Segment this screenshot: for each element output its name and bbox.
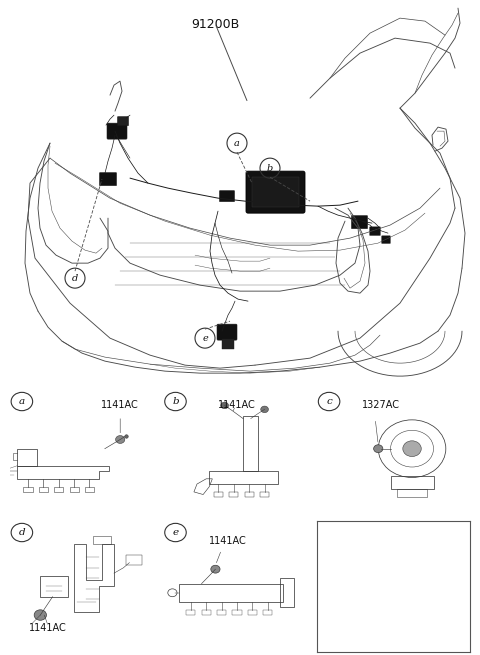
Text: a: a <box>234 139 240 147</box>
FancyBboxPatch shape <box>99 173 117 185</box>
Text: 1141AC: 1141AC <box>101 400 139 410</box>
Bar <box>126 555 142 565</box>
FancyBboxPatch shape <box>351 215 368 229</box>
Text: e: e <box>202 333 208 343</box>
FancyBboxPatch shape <box>246 171 305 213</box>
Circle shape <box>221 402 228 409</box>
Circle shape <box>261 406 268 413</box>
Bar <box>202 610 211 615</box>
FancyBboxPatch shape <box>219 191 235 202</box>
Bar <box>54 487 63 492</box>
Circle shape <box>34 610 47 620</box>
Bar <box>70 487 79 492</box>
Circle shape <box>211 565 220 573</box>
Bar <box>217 610 226 615</box>
Text: 1141AC: 1141AC <box>218 400 256 410</box>
Bar <box>260 492 269 497</box>
Bar <box>39 487 48 492</box>
Bar <box>24 487 33 492</box>
Bar <box>214 492 223 497</box>
Text: c: c <box>326 397 332 406</box>
Bar <box>245 492 254 497</box>
Text: b: b <box>172 397 179 406</box>
FancyBboxPatch shape <box>107 123 127 139</box>
Text: a: a <box>19 397 25 406</box>
Bar <box>222 339 234 349</box>
Bar <box>186 610 195 615</box>
Circle shape <box>373 445 383 453</box>
Text: 1141AC: 1141AC <box>209 536 247 546</box>
Text: d: d <box>72 274 78 283</box>
Bar <box>85 487 94 492</box>
FancyBboxPatch shape <box>118 117 129 126</box>
Text: d: d <box>19 528 25 537</box>
Bar <box>252 177 299 207</box>
FancyBboxPatch shape <box>370 227 380 235</box>
Text: 91200B: 91200B <box>191 18 239 31</box>
FancyBboxPatch shape <box>382 236 390 244</box>
FancyBboxPatch shape <box>217 324 237 340</box>
Circle shape <box>116 436 125 443</box>
Text: e: e <box>172 528 179 537</box>
Text: 1327AC: 1327AC <box>362 400 400 410</box>
Bar <box>248 610 257 615</box>
Bar <box>232 610 241 615</box>
Bar <box>229 492 239 497</box>
Text: b: b <box>267 164 273 173</box>
Bar <box>263 610 272 615</box>
Circle shape <box>403 441 421 457</box>
Text: 1141AC: 1141AC <box>29 623 67 633</box>
